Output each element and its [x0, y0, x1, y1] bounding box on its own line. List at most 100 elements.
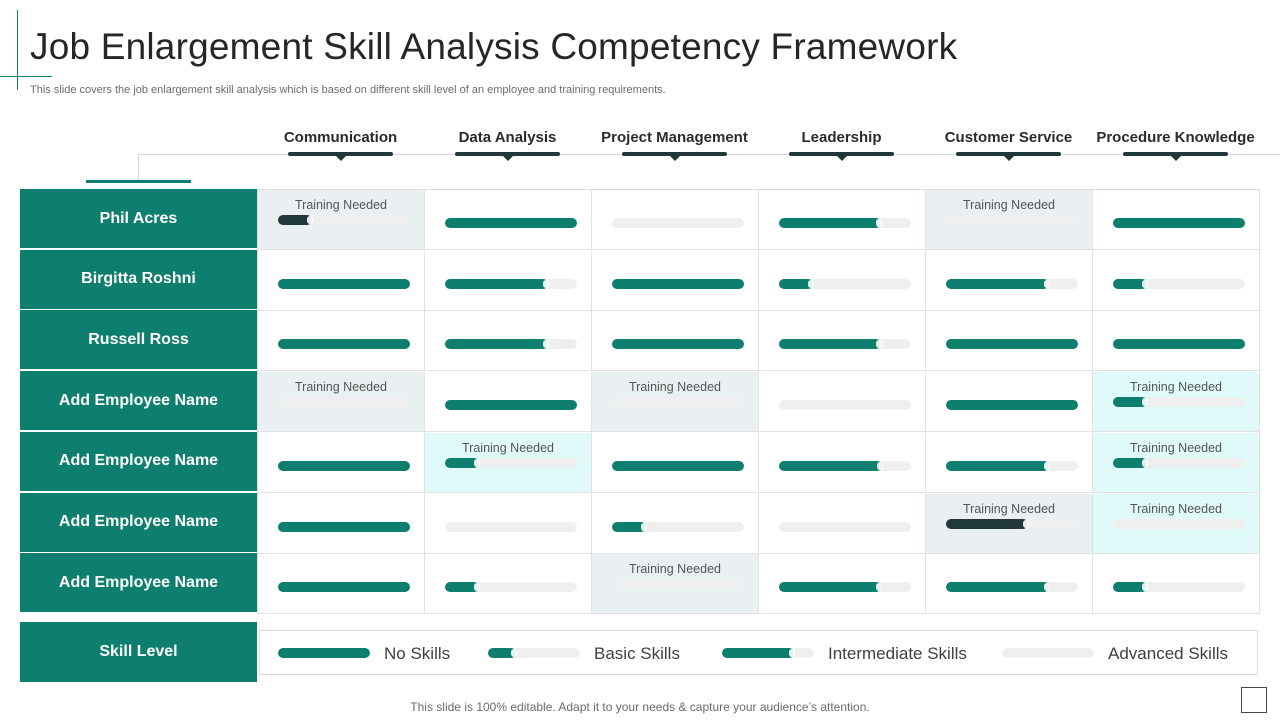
skill-bar-fill [278, 582, 410, 593]
skill-cell [759, 372, 926, 433]
column-header-notch [335, 156, 346, 161]
skill-level-title: Skill Level [20, 622, 257, 682]
skill-bar-fill [946, 339, 1078, 350]
skill-bar-fill [278, 278, 410, 289]
skill-bar-track [946, 215, 1078, 225]
header-rule-vertical [138, 154, 139, 182]
skill-cell: Training Needed [1093, 493, 1260, 554]
skill-grid: Training Needed Training Needed Training N… [257, 189, 1260, 615]
skill-cell: Training Needed [592, 372, 759, 433]
skill-cell [592, 190, 759, 250]
skill-bar-track [445, 400, 577, 411]
skill-bar-knob [808, 279, 815, 288]
skill-bar-knob [876, 461, 883, 470]
skill-bar-track [779, 218, 911, 228]
skill-bar-track [445, 457, 577, 468]
training-needed-label: Training Needed [629, 562, 721, 577]
skill-cell: Training Needed [425, 432, 592, 493]
skill-bar-fill [779, 460, 882, 471]
skill-bar-fill [278, 339, 410, 350]
footer-note: This slide is 100% editable. Adapt it to… [410, 700, 870, 714]
column-header-notch [1170, 156, 1181, 161]
skill-bar-track [779, 339, 911, 350]
skill-bar-fill [445, 278, 548, 289]
training-needed-label: Training Needed [629, 380, 721, 395]
skill-bar-track [278, 521, 410, 532]
skill-cell [1093, 190, 1260, 250]
skill-cell [425, 493, 592, 554]
employee-name-cell: Add Employee Name [20, 492, 257, 553]
skill-bar-track [612, 521, 744, 532]
skill-bar-track [278, 460, 410, 471]
header-accent [86, 180, 191, 183]
skill-bar-fill [779, 339, 881, 350]
column-header-bar [789, 152, 894, 156]
page-title: Job Enlargement Skill Analysis Competenc… [30, 26, 958, 67]
skill-bar-track [779, 400, 911, 411]
skill-bar-fill [1113, 339, 1245, 350]
skill-bar-track [779, 521, 911, 532]
skill-cell [759, 250, 926, 311]
skill-cell [425, 554, 592, 615]
skill-bar-track [445, 339, 577, 350]
skill-bar-fill [946, 460, 1049, 471]
skill-cell [425, 311, 592, 372]
column-header-notch [502, 156, 513, 161]
skill-cell: Training Needed [1093, 372, 1260, 433]
skill-cell [258, 432, 425, 493]
decor-horizontal-line [0, 76, 52, 77]
training-needed-label: Training Needed [963, 198, 1055, 212]
column-header: Leadership [801, 129, 882, 146]
skill-bar-fill [612, 460, 744, 471]
skill-cell [425, 190, 592, 250]
skill-bar-track [445, 218, 577, 228]
skill-bar-track [1113, 339, 1245, 350]
skill-bar-track [278, 397, 410, 408]
skill-bar-fill [278, 215, 313, 225]
skill-bar-fill [278, 521, 410, 532]
skill-bar-track [779, 278, 911, 289]
skill-cell [1093, 311, 1260, 372]
skill-bar-track [445, 521, 577, 532]
legend-label: Intermediate Skills [828, 644, 967, 663]
skill-cell [1093, 250, 1260, 311]
skill-bar-fill [445, 339, 548, 350]
skill-cell [926, 311, 1093, 372]
skill-bar-track [779, 460, 911, 471]
skill-cell [258, 311, 425, 372]
skill-bar-track [946, 460, 1078, 471]
training-needed-label: Training Needed [462, 440, 554, 455]
employee-name-cell: Phil Acres [20, 189, 257, 249]
employee-name-cell: Add Employee Name [20, 371, 257, 432]
skill-bar-knob [1142, 458, 1149, 467]
skill-bar-knob [474, 583, 481, 592]
skill-bar-fill [612, 278, 744, 289]
legend-bar-track [488, 648, 580, 658]
employee-name-cell: Add Employee Name [20, 553, 257, 614]
employee-name-cell: Birgitta Roshni [20, 249, 257, 310]
skill-bar-track [1113, 457, 1245, 468]
skill-cell: Training Needed [258, 372, 425, 433]
skill-bar-knob [542, 279, 549, 288]
skill-cell [759, 493, 926, 554]
skill-legend: No Skills Basic Skills Intermediate Skills… [259, 630, 1258, 675]
skill-bar-knob [875, 583, 882, 592]
skill-cell [1093, 554, 1260, 615]
skill-cell [759, 311, 926, 372]
skill-bar-track [1113, 397, 1245, 408]
column-header: Project Management [601, 129, 748, 146]
skill-bar-track [445, 278, 577, 289]
skill-bar-fill [779, 218, 881, 228]
legend-label: Basic Skills [594, 644, 680, 663]
column-header-notch [1003, 156, 1014, 161]
column-header-notch [836, 156, 847, 161]
skill-bar-track [445, 582, 577, 593]
legend-bar-track [278, 648, 370, 658]
skill-cell: Training Needed [926, 493, 1093, 554]
skill-bar-fill [779, 582, 881, 593]
skill-bar-track [1113, 582, 1245, 593]
skill-bar-knob [474, 458, 481, 467]
skill-bar-track [946, 339, 1078, 350]
skill-bar-track [779, 582, 911, 593]
skill-bar-knob [875, 340, 882, 349]
